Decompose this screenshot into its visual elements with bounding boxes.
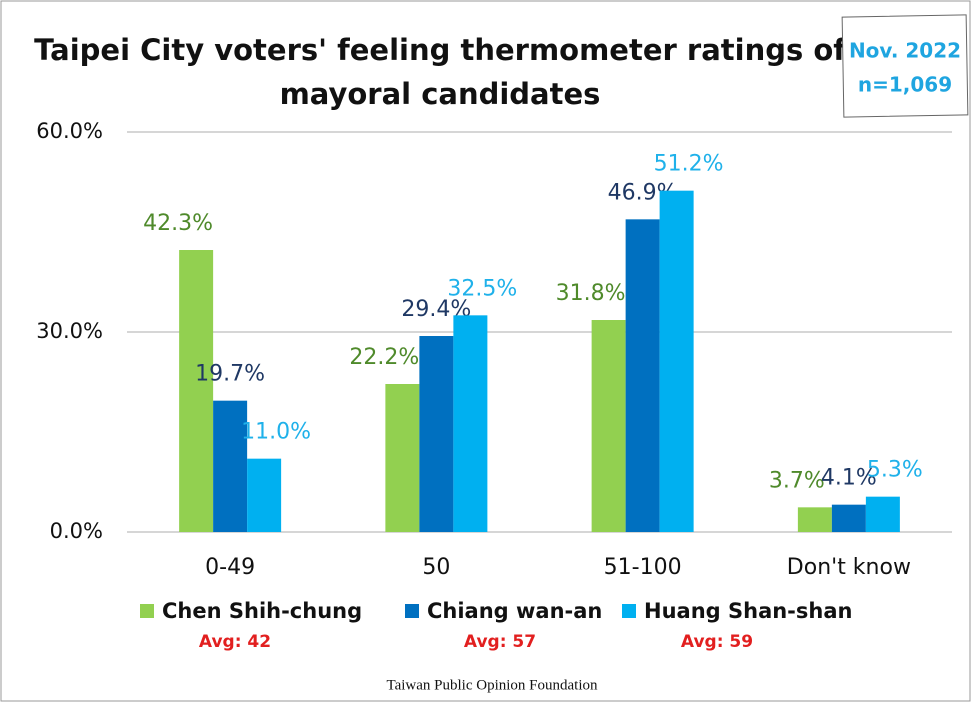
value-label: 11.0% xyxy=(241,420,311,445)
legend-label: Chen Shih-chung xyxy=(162,599,362,623)
value-label: 51.2% xyxy=(654,152,724,177)
legend-label: Huang Shan-shan xyxy=(644,599,852,623)
value-label: 3.7% xyxy=(769,468,825,493)
chart-title: mayoral candidates xyxy=(280,77,601,111)
bar xyxy=(659,190,694,532)
bar xyxy=(865,496,900,532)
value-label: 31.8% xyxy=(556,281,626,306)
value-label: 19.7% xyxy=(195,362,265,387)
legend-swatch xyxy=(622,604,636,618)
bar xyxy=(797,507,832,532)
legend-note: Avg: 57 xyxy=(464,632,536,652)
legend-swatch xyxy=(140,604,154,618)
x-tick-label: 50 xyxy=(422,555,450,580)
chart-title: Taipei City voters' feeling thermometer … xyxy=(34,33,846,67)
value-label: 42.3% xyxy=(143,211,213,236)
y-tick-label: 30.0% xyxy=(36,319,103,343)
annotation: n=1,069 xyxy=(858,73,952,97)
y-tick-label: 60.0% xyxy=(36,119,103,143)
annotation-box xyxy=(841,14,969,118)
bar xyxy=(419,336,454,532)
legend-note: Avg: 42 xyxy=(199,632,271,652)
bar xyxy=(625,219,660,533)
y-tick-label: 0.0% xyxy=(50,519,103,543)
value-label: 22.2% xyxy=(349,345,419,370)
x-tick-label: Don't know xyxy=(787,555,911,580)
value-label: 4.1% xyxy=(821,466,877,491)
bar xyxy=(591,320,626,532)
bar xyxy=(453,315,488,532)
bar xyxy=(831,504,866,532)
bar xyxy=(385,384,420,532)
bar xyxy=(247,458,282,532)
bar xyxy=(213,400,248,532)
source: Taiwan Public Opinion Foundation xyxy=(386,677,598,693)
legend-swatch xyxy=(405,604,419,618)
bar xyxy=(179,250,214,532)
x-tick-label: 51-100 xyxy=(604,555,682,580)
value-label: 32.5% xyxy=(447,276,517,301)
value-label: 5.3% xyxy=(867,458,923,483)
legend-note: Avg: 59 xyxy=(681,632,753,652)
x-tick-label: 0-49 xyxy=(205,555,255,580)
legend-label: Chiang wan-an xyxy=(427,599,602,623)
annotation: Nov. 2022 xyxy=(849,39,961,63)
